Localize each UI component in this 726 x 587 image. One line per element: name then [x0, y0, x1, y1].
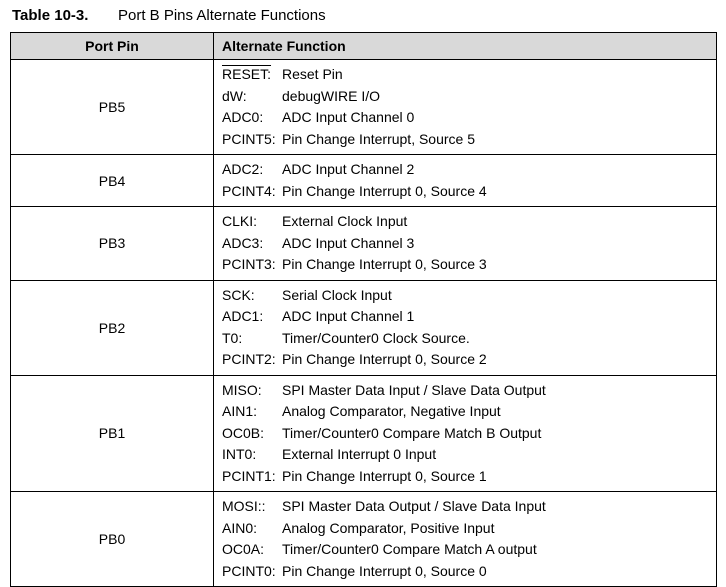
header-row: Port Pin Alternate Function — [10, 32, 717, 60]
function-line: ADC1: ADC Input Channel 1 — [222, 306, 716, 328]
function-name: ADC3: — [222, 234, 264, 251]
function-line: AIN1: Analog Comparator, Negative Input — [222, 401, 716, 423]
function-cell: ADC2: ADC Input Channel 2 PCINT4: Pin Chang… — [213, 154, 717, 207]
function-line: CLKI: External Clock Input — [222, 211, 716, 233]
function-line: OC0A: Timer/Counter0 Compare Match A outp… — [222, 539, 716, 561]
function-description: Timer/Counter0 Clock Source. — [282, 329, 470, 346]
function-description: Pin Change Interrupt 0, Source 0 — [282, 562, 487, 579]
function-name: T0: — [222, 329, 243, 346]
function-cell: SCK: Serial Clock Input ADC1: ADC Input Cha… — [213, 279, 717, 376]
function-description: External Interrupt 0 Input — [282, 446, 437, 462]
table: Port Pin Alternate Function PB5 RESET: Res… — [10, 32, 717, 587]
table-row: PB0 MOSI:: SPI Master Data Output / Slave … — [10, 491, 717, 587]
table-row: PB4 ADC2: ADC Input Channel 2 PCINT4: Pin Ch… — [10, 154, 717, 207]
table-caption: Table 10-3. Port B Pins Alternate Functio… — [12, 7, 326, 24]
function-name: SCK: — [222, 286, 255, 303]
function-line: PCINT5: Pin Change Interrupt, Source 5 — [222, 129, 716, 151]
function-name: AIN0: — [222, 519, 258, 536]
caption-label: Table 10-3. — [12, 7, 89, 24]
function-cell: CLKI: External Clock Input ADC3: ADC Input … — [213, 206, 717, 281]
table-row: PB2 SCK: Serial Clock Input ADC1: ADC Input … — [10, 279, 717, 376]
function-description: ADC Input Channel 1 — [282, 308, 415, 324]
table-row: PB3 CLKI: External Clock Input ADC3: ADC Inp… — [10, 206, 717, 281]
function-name: PCINT5: — [222, 130, 276, 147]
pin-cell: PB2 — [10, 279, 214, 376]
function-name: PCINT1: — [222, 467, 276, 484]
function-description: Timer/Counter0 Compare Match B Output — [282, 424, 542, 441]
function-cell: RESET: Reset Pin dW: debugWIRE I/O ADC0: ADC … — [213, 59, 717, 155]
function-name: MISO: — [222, 381, 262, 398]
function-name: OC0A: — [222, 541, 265, 557]
function-line: MOSI:: SPI Master Data Output / Slave Dat… — [222, 496, 716, 518]
function-line: PCINT0: Pin Change Interrupt 0, Source 0 — [222, 561, 716, 583]
function-description: Reset Pin — [282, 66, 343, 82]
pin-cell: PB0 — [10, 491, 214, 587]
function-line: INT0: External Interrupt 0 Input — [222, 444, 716, 466]
function-name: AIN1: — [222, 403, 258, 419]
table-row: PB1 MISO: SPI Master Data Input / Slave Da… — [10, 374, 717, 492]
function-description: Pin Change Interrupt 0, Source 1 — [282, 467, 487, 484]
header-cell: Alternate Function — [213, 32, 717, 60]
function-cell: MISO: SPI Master Data Input / Slave Data … — [213, 374, 717, 492]
function-description: debugWIRE I/O — [282, 87, 381, 104]
function-line: ADC0: ADC Input Channel 0 — [222, 107, 716, 129]
function-name: OC0B: — [222, 424, 265, 441]
function-name: ADC1: — [222, 308, 264, 324]
function-description: Pin Change Interrupt 0, Source 3 — [282, 256, 487, 272]
header-cell: Port Pin — [10, 32, 214, 60]
function-description: Pin Change Interrupt, Source 5 — [282, 130, 476, 147]
function-line: ADC3: ADC Input Channel 3 — [222, 233, 716, 255]
pin-cell: PB4 — [10, 154, 214, 207]
function-name: PCINT3: — [222, 256, 276, 272]
function-description: ADC Input Channel 0 — [282, 109, 415, 125]
function-name: PCINT0: — [222, 562, 276, 579]
function-name: ADC0: — [222, 109, 264, 125]
function-name: CLKI: — [222, 213, 258, 229]
function-description: ADC Input Channel 3 — [282, 234, 415, 251]
caption-text: Port B Pins Alternate Functions — [118, 7, 326, 24]
function-cell: MOSI:: SPI Master Data Output / Slave Dat… — [213, 491, 717, 587]
function-name: ADC2: — [222, 161, 264, 177]
function-description: ADC Input Channel 2 — [282, 161, 415, 177]
function-line: RESET: Reset Pin — [222, 64, 716, 86]
function-description: Pin Change Interrupt 0, Source 4 — [282, 182, 487, 199]
function-description: Analog Comparator, Positive Input — [282, 519, 495, 536]
pin-cell: PB5 — [10, 59, 214, 155]
function-line: AIN0: Analog Comparator, Positive Input — [222, 518, 716, 540]
function-name: INT0: — [222, 446, 257, 462]
function-description: External Clock Input — [282, 213, 408, 229]
table-body: PB5 RESET: Reset Pin dW: debugWIRE I/O ADC0: A… — [10, 59, 717, 587]
function-line: ADC2: ADC Input Channel 2 — [222, 159, 716, 181]
function-name: RESET: — [222, 66, 272, 82]
function-description: SPI Master Data Output / Slave Data Inpu… — [282, 498, 546, 514]
function-name: MOSI:: — [222, 498, 266, 514]
function-description: Pin Change Interrupt 0, Source 2 — [282, 351, 487, 367]
function-description: Serial Clock Input — [282, 286, 392, 303]
function-line: MISO: SPI Master Data Input / Slave Data … — [222, 380, 716, 402]
pin-cell: PB3 — [10, 206, 214, 281]
function-line: PCINT2: Pin Change Interrupt 0, Source 2 — [222, 349, 716, 371]
table-row: PB5 RESET: Reset Pin dW: debugWIRE I/O ADC0: A… — [10, 59, 717, 155]
function-line: SCK: Serial Clock Input — [222, 285, 716, 307]
function-description: Timer/Counter0 Compare Match A output — [282, 541, 537, 557]
function-line: PCINT1: Pin Change Interrupt 0, Source 1 — [222, 466, 716, 488]
function-description: SPI Master Data Input / Slave Data Outpu… — [282, 381, 546, 398]
function-name: PCINT4: — [222, 182, 276, 199]
function-line: PCINT4: Pin Change Interrupt 0, Source 4 — [222, 181, 716, 203]
pin-cell: PB1 — [10, 374, 214, 492]
function-line: dW: debugWIRE I/O — [222, 86, 716, 108]
function-line: PCINT3: Pin Change Interrupt 0, Source 3 — [222, 254, 716, 276]
function-description: Analog Comparator, Negative Input — [282, 403, 501, 419]
function-name: dW: — [222, 87, 247, 104]
function-line: T0: Timer/Counter0 Clock Source. — [222, 328, 716, 350]
function-line: OC0B: Timer/Counter0 Compare Match B Outp… — [222, 423, 716, 445]
function-name: PCINT2: — [222, 351, 276, 367]
